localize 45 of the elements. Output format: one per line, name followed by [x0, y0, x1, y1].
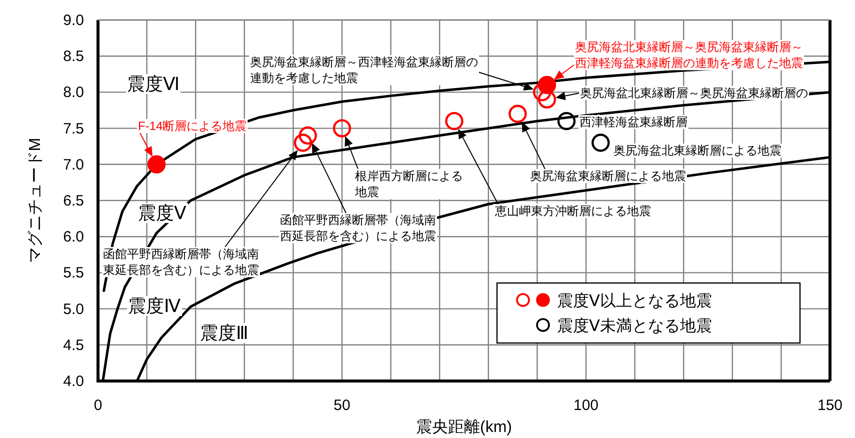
point	[538, 76, 556, 94]
x-tick-label: 150	[817, 397, 843, 414]
point	[532, 83, 552, 102]
y-axis-title: マグニチュードM	[27, 138, 44, 264]
point	[445, 112, 464, 130]
annotation: 奥尻海盆北東縁断層～奥尻海盆東縁断層の	[580, 86, 808, 100]
point	[538, 90, 556, 109]
annotation: 奥尻海盆北東縁断層～奥尻海盆東縁断層～西津軽海盆東縁断層の連動を考慮した地震	[575, 40, 803, 70]
point	[557, 112, 576, 130]
y-tick-label: 8.0	[63, 84, 84, 102]
annotation: 恵山岬東方沖断層による地震	[494, 204, 651, 218]
annotation: 震度Ⅵ	[127, 74, 180, 94]
point	[147, 155, 166, 174]
annotation: 震度Ⅳ	[128, 296, 181, 316]
legend-label: 震度Ⅴ以上となる地震	[557, 292, 712, 310]
y-tick-label: 5.0	[63, 300, 84, 318]
annotation: 奥尻海盆東縁断層～西津軽海盆東縁断層の連動を考慮した地震	[250, 55, 478, 86]
x-axis-title: 震央距離(km)	[416, 418, 512, 436]
legend-label: 震度Ⅴ未満となる地震	[557, 317, 712, 335]
y-tick-label: 6.5	[63, 192, 84, 210]
y-tick-label: 7.0	[63, 156, 84, 174]
point	[508, 104, 527, 123]
point	[294, 134, 312, 152]
x-tick-label: 100	[573, 397, 599, 414]
y-tick-label: 9.0	[63, 12, 84, 29]
annotation: 震度Ⅲ	[200, 323, 248, 343]
annotation: 西津軽海盆東縁断層	[579, 115, 688, 130]
annotation: F-14断層による地震	[138, 119, 247, 133]
annotation: 函館平野西縁断層帯（海域南東延長部を含む）による地震	[103, 247, 259, 278]
x-tick-label: 0	[94, 397, 102, 414]
y-tick-label: 5.5	[63, 264, 84, 282]
y-tick-label: 7.5	[63, 120, 84, 138]
y-tick-label: 4.0	[63, 373, 84, 390]
annotation: 震度Ⅴ	[138, 203, 187, 223]
x-tick-label: 50	[334, 397, 350, 414]
annotation: 奥尻海盆東縁断層による地震	[530, 169, 686, 183]
annotation: 根岸西方断層による地震	[354, 169, 463, 200]
y-tick-label: 8.5	[63, 48, 84, 66]
y-tick-label: 4.5	[63, 336, 84, 354]
point	[332, 119, 352, 138]
annotation: 函館平野西縁断層帯（海域南西延長部を含む）による地震	[280, 213, 436, 244]
point	[592, 134, 610, 152]
y-tick-label: 6.0	[63, 228, 84, 246]
annotation: 奥尻海盆北東縁断層による地震	[614, 144, 782, 158]
point	[298, 126, 317, 145]
